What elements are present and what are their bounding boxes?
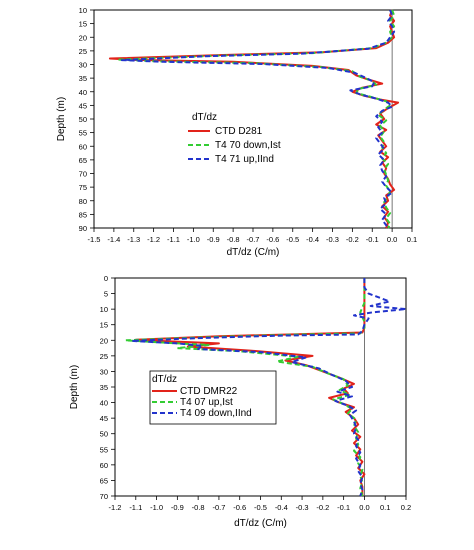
x-tick-label-0: 0.0 — [387, 235, 397, 244]
y-tick-label-25: 25 — [100, 352, 108, 361]
x-axis-label: dT/dz (C/m) — [234, 518, 287, 529]
x-tick-label-m1p5: -1.5 — [88, 235, 101, 244]
y-tick-label-80: 80 — [79, 197, 87, 206]
legend: dT/dz CTD D281 T4 70 down,Ist T4 71 up,I… — [188, 112, 281, 165]
y-tick-label-20: 20 — [79, 33, 87, 42]
x-tick-label-0p1: 0.1 — [407, 235, 417, 244]
y-tick-label-45: 45 — [79, 101, 87, 110]
plot-content: -1.5 -1.4 -1.3 -1.2 -1.1 -1.0 -0.9 -0.8 -0.7 -0.6… — [79, 6, 418, 244]
legend-frame — [149, 370, 277, 425]
x-tick-label-m0p2: -0.2 — [346, 235, 359, 244]
y-tick-label-10: 10 — [100, 305, 108, 314]
y-tick-label-35: 35 — [79, 74, 87, 83]
y-tick-label-75: 75 — [79, 183, 87, 192]
x-tick-label-m0p8: -0.8 — [227, 235, 240, 244]
y-tick-label-25: 25 — [79, 47, 87, 56]
y-tick-label-10: 10 — [79, 6, 87, 15]
y-tick-label-90: 90 — [79, 224, 87, 233]
chart-bottom-ctd-dmr22: -1.2 -1.1 -1.0 -0.9 -0.8 -0.7 -0.6 -0.5 -0.4 -0.3… — [69, 274, 411, 529]
y-tick-label-50: 50 — [100, 430, 108, 439]
y-tick-label-30: 30 — [100, 367, 108, 376]
y-tick-label-70: 70 — [79, 170, 87, 179]
y-tick-label-55: 55 — [79, 129, 87, 138]
legend-label-t4-07-up: T4 07 up,Ist — [180, 397, 233, 408]
y-tick-label-85: 85 — [79, 210, 87, 219]
x-tick-label-m0p3: -0.3 — [296, 503, 309, 512]
y-tick-label-45: 45 — [100, 414, 108, 423]
x-tick-label-m1p1: -1.1 — [167, 235, 180, 244]
x-tick-label-m0p9: -0.9 — [171, 503, 184, 512]
x-tick-label-m1p2: -1.2 — [147, 235, 160, 244]
x-tick-label-m0p4: -0.4 — [306, 235, 319, 244]
y-tick-label-70: 70 — [100, 492, 108, 501]
x-tick-label-m0p6: -0.6 — [233, 503, 246, 512]
x-tick-label-m0p4: -0.4 — [275, 503, 288, 512]
y-tick-label-0: 0 — [104, 274, 108, 283]
x-tick-label-m0p7: -0.7 — [247, 235, 260, 244]
y-tick-label-35: 35 — [100, 383, 108, 392]
y-tick-label-5: 5 — [104, 290, 108, 299]
y-tick-label-15: 15 — [100, 321, 108, 330]
x-tick-label-m1: -1.0 — [150, 503, 163, 512]
x-tick-label-m0p3: -0.3 — [326, 235, 339, 244]
y-tick-label-55: 55 — [100, 445, 108, 454]
y-tick-label-40: 40 — [100, 399, 108, 408]
x-tick-label-m0p9: -0.9 — [207, 235, 220, 244]
y-tick-label-30: 30 — [79, 61, 87, 70]
y-tick-label-65: 65 — [79, 156, 87, 165]
x-tick-label-0: 0.0 — [359, 503, 369, 512]
series-line-t4-71-up-iind — [120, 9, 396, 229]
y-tick-label-40: 40 — [79, 88, 87, 97]
x-tick-label-0p1: 0.1 — [380, 503, 390, 512]
x-tick-label-m0p1: -0.1 — [337, 503, 350, 512]
x-tick-label-0p2: 0.2 — [401, 503, 411, 512]
legend-label-t4-70-down: T4 70 down,Ist — [215, 140, 281, 151]
x-tick-label-m0p7: -0.7 — [212, 503, 225, 512]
legend-label-ctd-d281: CTD D281 — [215, 126, 263, 137]
series-line-t4-09-down-iind — [130, 278, 407, 497]
x-tick-label-m0p8: -0.8 — [192, 503, 205, 512]
y-tick-label-50: 50 — [79, 115, 87, 124]
y-tick-label-20: 20 — [100, 336, 108, 345]
x-tick-label-m1p2: -1.2 — [109, 503, 122, 512]
y-tick-label-60: 60 — [100, 461, 108, 470]
y-axis-label: Depth (m) — [69, 365, 80, 409]
legend: dT/dz CTD DMR22 T4 07 up,Ist T4 09 down,… — [149, 370, 277, 425]
x-tick-label-m0p5: -0.5 — [254, 503, 267, 512]
y-tick-label-65: 65 — [100, 476, 108, 485]
x-tick-label-m0p6: -0.6 — [266, 235, 279, 244]
y-tick-label-60: 60 — [79, 142, 87, 151]
y-axis-label: Depth (m) — [56, 97, 67, 141]
chart-top-ctd-d281: -1.5 -1.4 -1.3 -1.2 -1.1 -1.0 -0.9 -0.8 -0.7 -0.6… — [56, 6, 417, 258]
x-tick-label-m0p5: -0.5 — [286, 235, 299, 244]
legend-label-t4-09-down: T4 09 down,IInd — [180, 408, 252, 419]
x-tick-label-m1p1: -1.1 — [129, 503, 142, 512]
legend-title: dT/dz — [192, 112, 217, 123]
x-tick-label-m0p1: -0.1 — [366, 235, 379, 244]
x-tick-label-m1p3: -1.3 — [127, 235, 140, 244]
x-axis-label: dT/dz (C/m) — [227, 247, 280, 258]
legend-label-ctd-dmr22: CTD DMR22 — [180, 386, 238, 397]
x-tick-label-m0p2: -0.2 — [316, 503, 329, 512]
legend-label-t4-71-up: T4 71 up,IInd — [215, 154, 274, 165]
plot-content: -1.2 -1.1 -1.0 -0.9 -0.8 -0.7 -0.6 -0.5 -0.4 -0.3… — [100, 274, 412, 512]
y-tick-label-15: 15 — [79, 20, 87, 29]
x-tick-label-m1: -1.0 — [187, 235, 200, 244]
legend-title: dT/dz — [152, 374, 177, 385]
x-tick-label-m1p4: -1.4 — [107, 235, 120, 244]
